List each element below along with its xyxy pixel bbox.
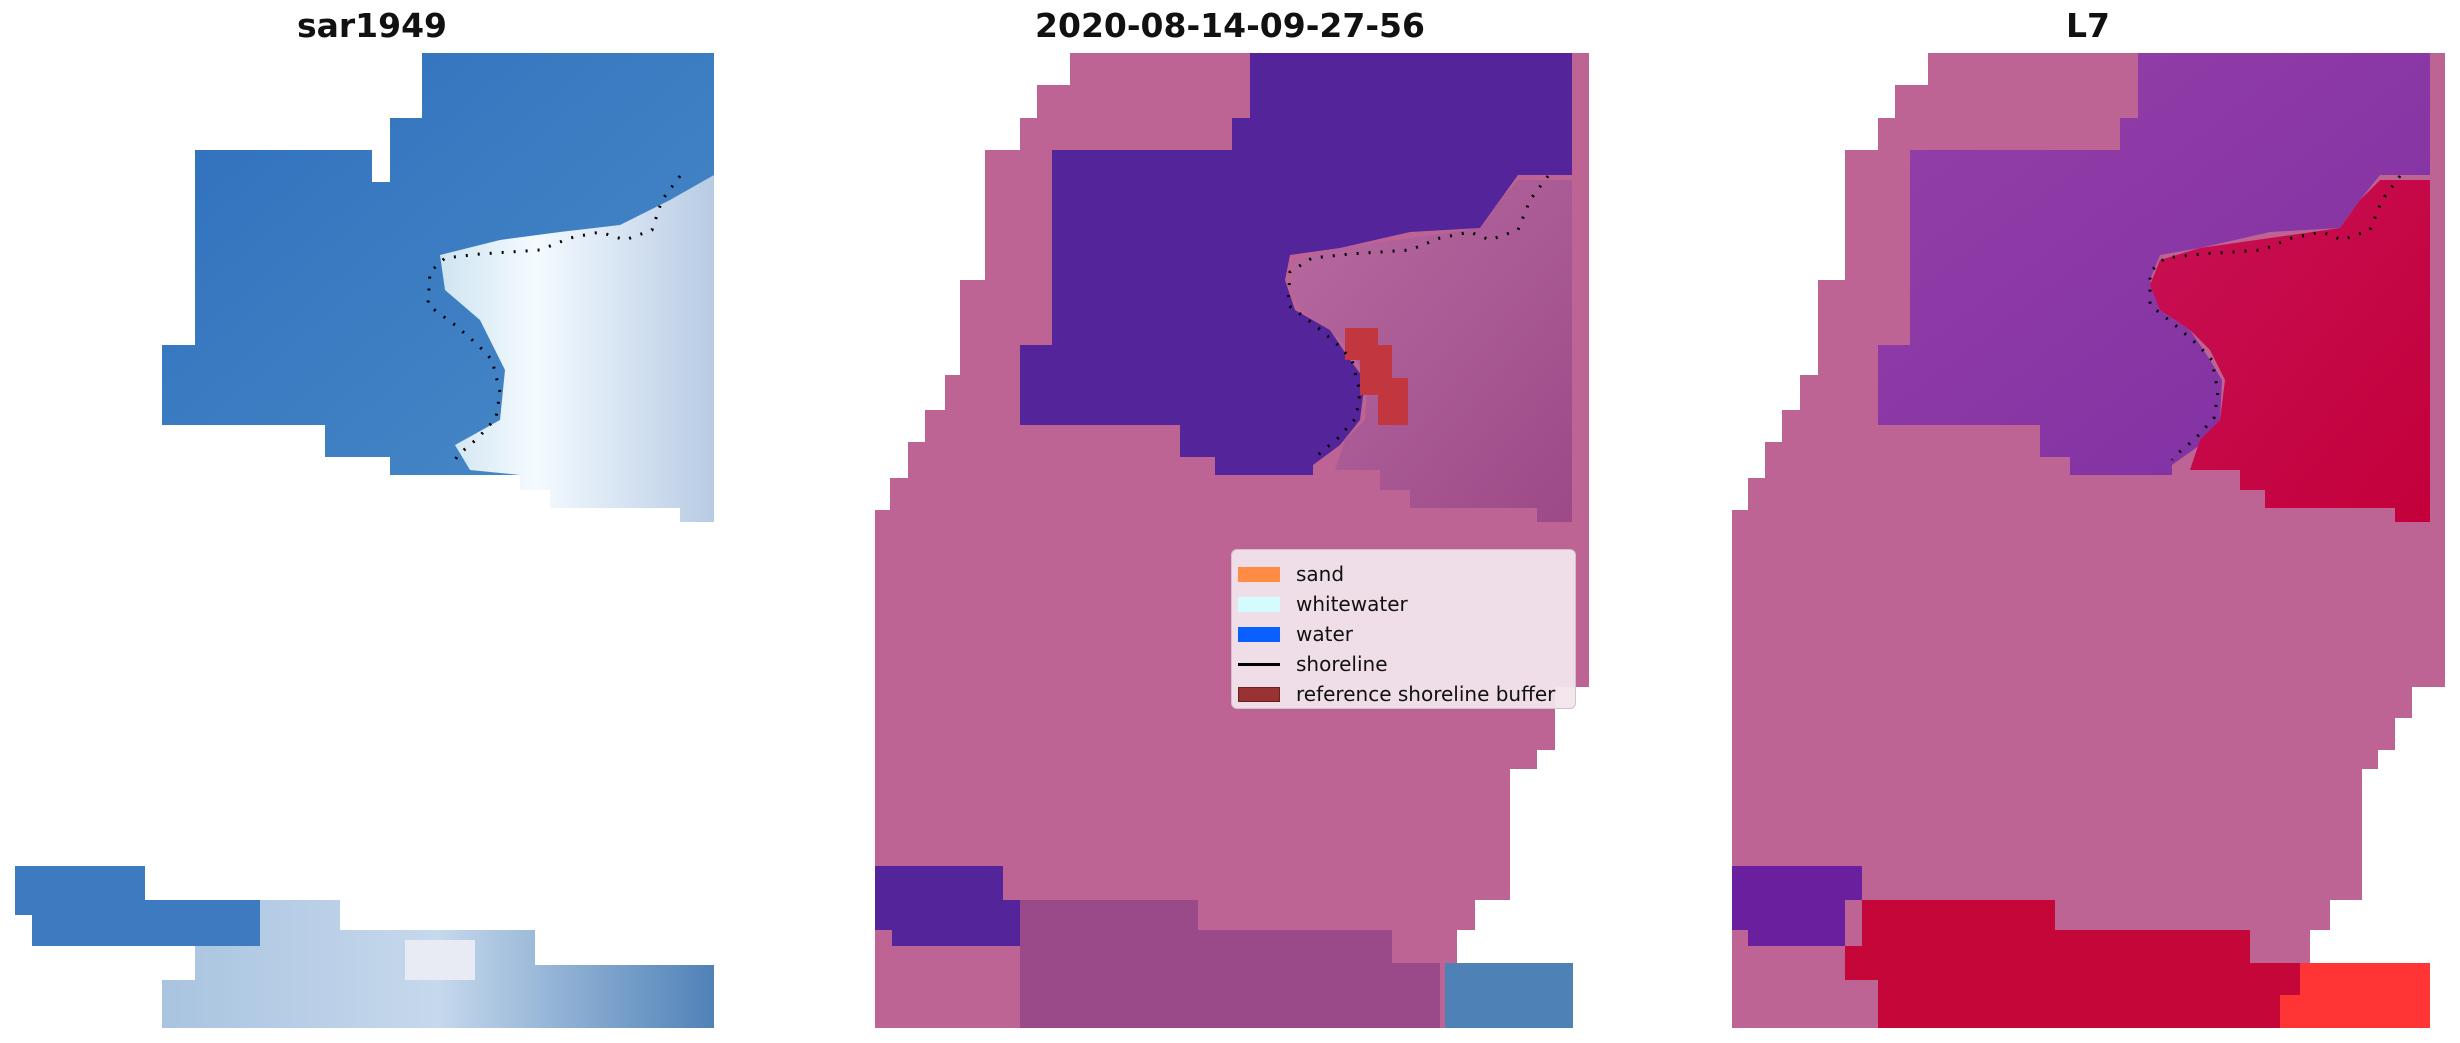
shoreline-line-icon [1238, 662, 1280, 666]
l7-bottom-water [1732, 866, 1862, 946]
classification-image [875, 53, 1589, 1028]
l7-surf-area [2150, 180, 2430, 522]
l7-bottom-bright [2280, 963, 2430, 1028]
class-shoreline [1286, 175, 1550, 461]
rgb-image [15, 53, 714, 1028]
rgb-whitewater-area [440, 175, 714, 522]
l7-image [1732, 53, 2445, 1028]
panel-title-2: 2020-08-14-09-27-56 [1035, 6, 1425, 45]
l7-shoreline [2148, 175, 2402, 461]
panel-title-1: sar1949 [296, 6, 448, 45]
legend-item-sand: sand [1238, 559, 1565, 589]
legend-item-reference-buffer: reference shoreline buffer [1238, 679, 1565, 709]
legend-item-water: water [1238, 619, 1565, 649]
legend-item-shoreline: shoreline [1238, 649, 1565, 679]
legend: sand whitewater water shoreline referenc… [1231, 549, 1576, 709]
legend-label-whitewater: whitewater [1296, 592, 1408, 616]
panel-title-3: L7 [2066, 6, 2110, 45]
class-bottom-whitewater [1020, 900, 1440, 1028]
class-water-area [1020, 53, 1572, 475]
whitewater-swatch [1238, 596, 1280, 612]
class-reference-buffer [1345, 328, 1408, 425]
sand-swatch [1238, 566, 1280, 582]
legend-label-reference-buffer: reference shoreline buffer [1296, 682, 1556, 706]
legend-label-sand: sand [1296, 562, 1345, 586]
legend-item-whitewater: whitewater [1238, 589, 1565, 619]
class-whitewater-area [1290, 180, 1572, 522]
l7-water-area [1878, 53, 2430, 475]
legend-label-shoreline: shoreline [1296, 652, 1388, 676]
class-bottom-rgb-water [1445, 963, 1573, 1028]
class-bottom-water [875, 866, 1020, 946]
legend-label-water: water [1296, 622, 1353, 646]
rgb-bottom-water [15, 866, 260, 946]
water-swatch [1238, 626, 1280, 642]
reference-buffer-swatch [1238, 686, 1280, 702]
